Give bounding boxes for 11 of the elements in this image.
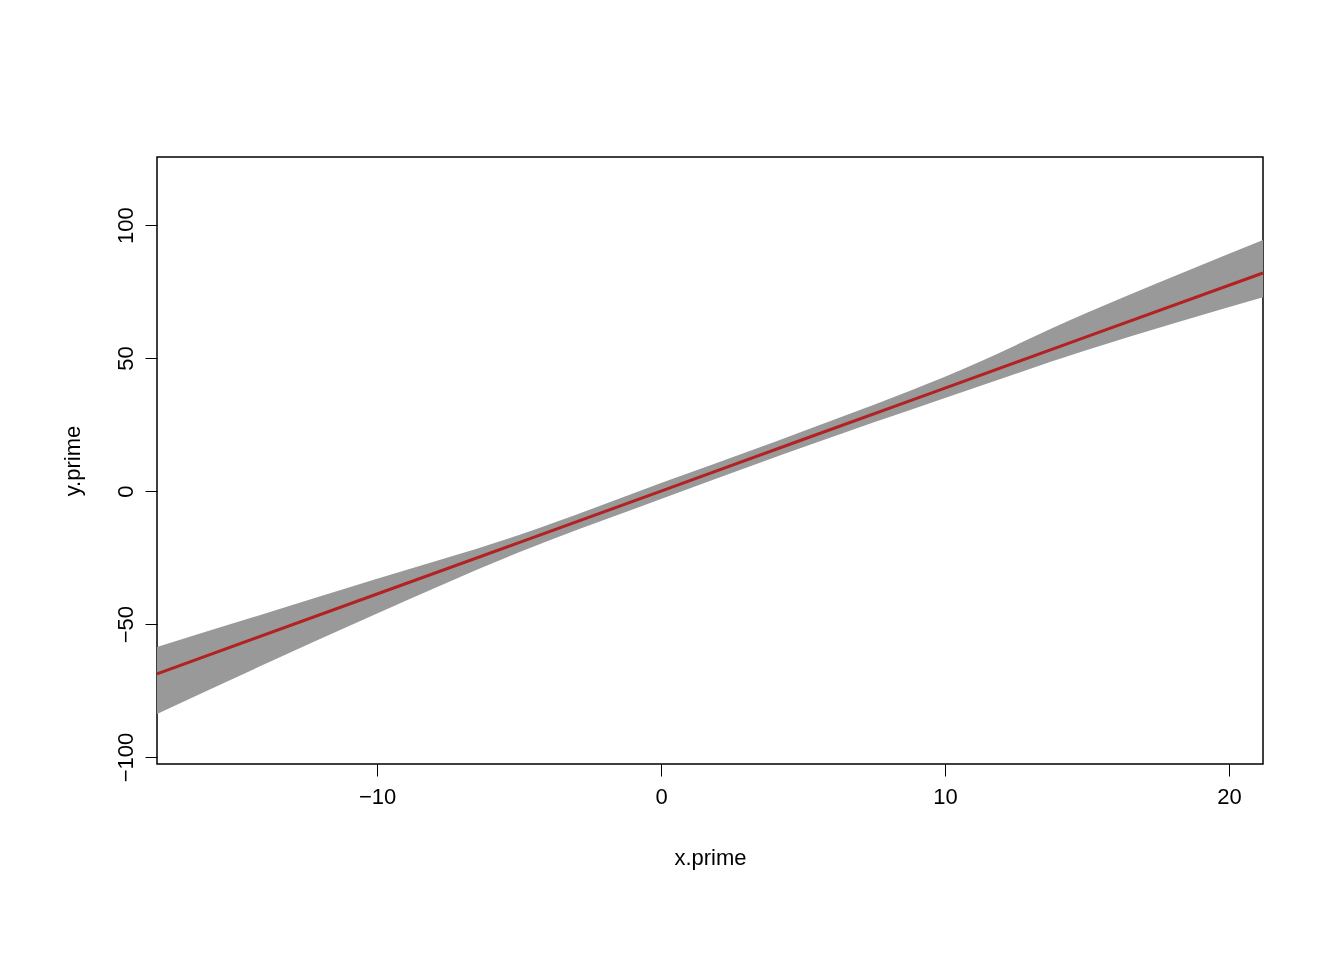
x-tick-label: 0	[655, 783, 668, 809]
x-tick-label: −10	[358, 783, 397, 809]
x-axis-title: x.prime	[674, 844, 747, 870]
y-tick-label: −50	[112, 605, 138, 644]
y-axis-title: y.prime	[59, 425, 85, 497]
x-tick-label: 20	[1217, 783, 1242, 809]
y-tick-label: 0	[112, 485, 138, 498]
y-tick-label: 100	[112, 207, 138, 244]
x-tick-label: 10	[933, 783, 958, 809]
y-tick-label: −100	[112, 732, 138, 783]
y-tick-label: 50	[112, 346, 138, 371]
